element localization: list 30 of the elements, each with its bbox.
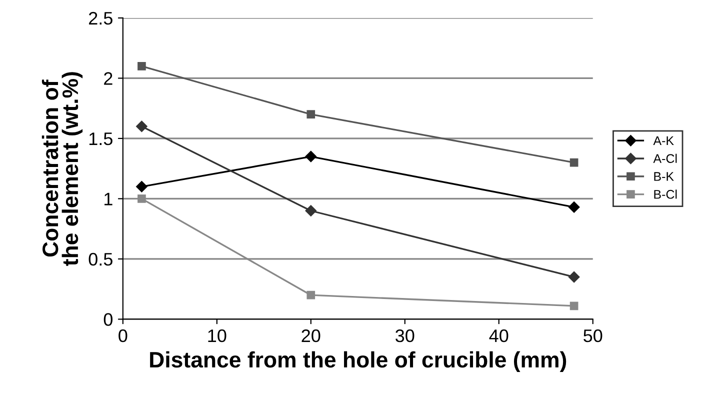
point: [570, 302, 578, 310]
y-tick-label: 1: [104, 192, 112, 206]
point: [305, 150, 316, 162]
point: [306, 290, 316, 300]
x-tick-label: 50: [584, 329, 602, 342]
x-tick-label: 10: [208, 329, 226, 342]
point: [568, 271, 580, 283]
point: [568, 202, 580, 213]
point: [136, 181, 148, 192]
y-tick-label: 2.5: [89, 12, 112, 25]
point: [138, 62, 146, 70]
point: [136, 120, 148, 132]
x-axis-title: Distance from the hole of crucible (mm): [150, 351, 566, 372]
y-tick-label: 0.5: [88, 252, 112, 266]
y-axis-title: Concentration of the element (wt.%): [42, 72, 83, 266]
legend-label: A-Cl: [653, 154, 677, 163]
y-tick-label: 2: [104, 72, 112, 85]
x-tick-label: 40: [489, 329, 508, 342]
x-tick-label: 20: [302, 329, 320, 342]
point: [570, 158, 578, 167]
x-tick-label: 30: [396, 329, 414, 342]
x-tick-label: 0: [118, 329, 128, 342]
point: [306, 110, 316, 119]
legend-label: B-K: [654, 172, 674, 181]
point: [305, 205, 316, 216]
y-tick-label: 1.5: [89, 132, 112, 146]
y-tick-label: 0: [104, 313, 112, 326]
legend-label: B-Cl: [654, 190, 677, 199]
point: [138, 194, 146, 203]
legend-label: A-K: [653, 136, 674, 145]
